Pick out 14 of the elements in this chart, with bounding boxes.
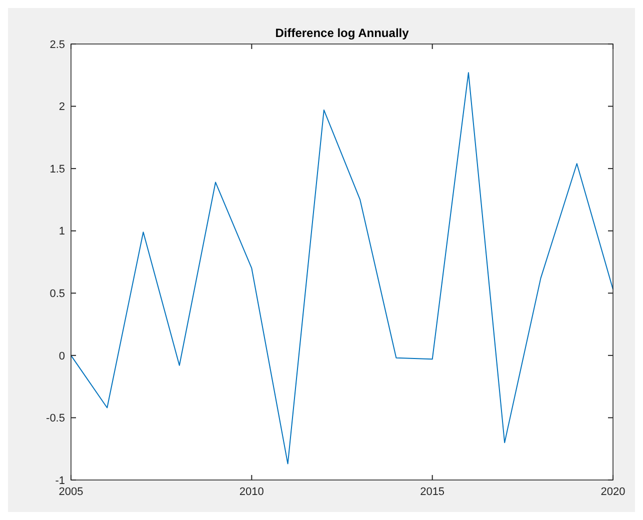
y-tick-label: 0.5 <box>50 288 65 300</box>
line-series <box>70 72 614 464</box>
y-tick-label: 0 <box>58 350 65 362</box>
x-tick-label: 2010 <box>239 486 264 498</box>
y-tick-label: -0.5 <box>46 412 65 425</box>
x-tick-label: 2015 <box>420 486 445 498</box>
y-tick-label: 2.5 <box>50 38 65 51</box>
y-tick-label: 2 <box>58 101 65 114</box>
x-tick-label: 2005 <box>58 486 84 498</box>
x-tick-label: 2020 <box>600 486 626 498</box>
chart-title: Difference log Annually <box>275 26 410 40</box>
y-tick-label: 1.5 <box>50 163 65 176</box>
y-tick-label: -1 <box>55 474 65 487</box>
y-tick-label: 1 <box>58 226 65 238</box>
